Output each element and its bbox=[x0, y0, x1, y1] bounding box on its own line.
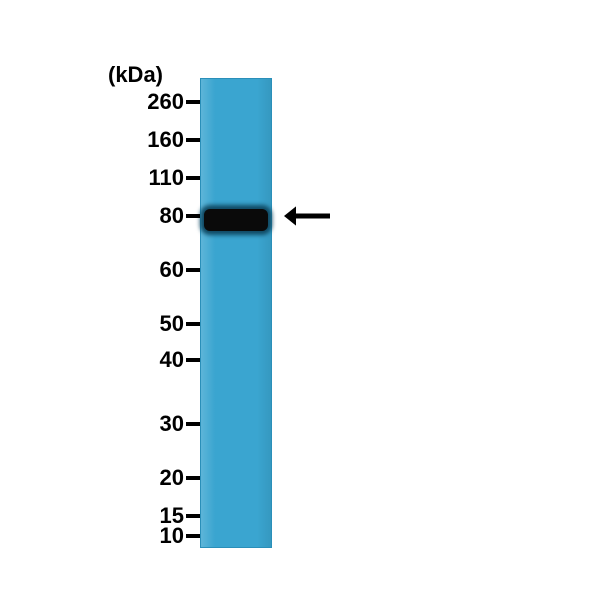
ladder-tick bbox=[186, 514, 200, 518]
unit-label: (kDa) bbox=[108, 62, 163, 88]
ladder-label: 30 bbox=[160, 411, 184, 437]
western-blot-figure: (kDa) 2601601108060504030201510 bbox=[0, 0, 600, 600]
arrow-left-icon bbox=[282, 202, 332, 230]
ladder-tick bbox=[186, 176, 200, 180]
ladder-tick bbox=[186, 534, 200, 538]
ladder-tick bbox=[186, 214, 200, 218]
ladder-label: 10 bbox=[160, 523, 184, 549]
ladder-tick bbox=[186, 358, 200, 362]
ladder-label: 260 bbox=[147, 89, 184, 115]
blot-lane bbox=[200, 78, 272, 548]
ladder-label: 60 bbox=[160, 257, 184, 283]
band-arrow bbox=[282, 202, 332, 230]
ladder-tick bbox=[186, 476, 200, 480]
ladder-tick bbox=[186, 138, 200, 142]
ladder-tick bbox=[186, 268, 200, 272]
ladder-label: 160 bbox=[147, 127, 184, 153]
ladder-label: 20 bbox=[160, 465, 184, 491]
ladder-label: 50 bbox=[160, 311, 184, 337]
ladder-label: 40 bbox=[160, 347, 184, 373]
ladder-label: 80 bbox=[160, 203, 184, 229]
ladder-label: 110 bbox=[149, 165, 185, 191]
ladder-tick bbox=[186, 422, 200, 426]
ladder-tick bbox=[186, 100, 200, 104]
target-band bbox=[204, 209, 268, 231]
ladder-tick bbox=[186, 322, 200, 326]
